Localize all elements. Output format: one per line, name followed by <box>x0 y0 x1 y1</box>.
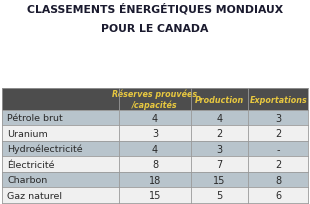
Text: Réserves prouvées
/capacités: Réserves prouvées /capacités <box>113 89 197 110</box>
Text: Uranium: Uranium <box>7 129 48 138</box>
Bar <box>2 126 308 141</box>
Bar <box>2 141 308 157</box>
Text: -: - <box>277 144 280 154</box>
Text: 4: 4 <box>152 144 158 154</box>
Text: 15: 15 <box>213 175 225 185</box>
Bar <box>2 157 308 172</box>
Text: 18: 18 <box>149 175 161 185</box>
Bar <box>2 187 308 203</box>
Text: 2: 2 <box>216 129 223 139</box>
Text: 8: 8 <box>152 159 158 169</box>
Text: 3: 3 <box>216 144 222 154</box>
Text: Gaz naturel: Gaz naturel <box>7 191 62 200</box>
Text: 6: 6 <box>275 190 281 200</box>
Bar <box>2 110 308 126</box>
Text: Production: Production <box>195 95 244 104</box>
Text: 3: 3 <box>275 113 281 123</box>
Text: 7: 7 <box>216 159 223 169</box>
Bar <box>2 89 308 110</box>
Text: 2: 2 <box>275 129 281 139</box>
Text: 15: 15 <box>149 190 161 200</box>
Text: 3: 3 <box>152 129 158 139</box>
Text: 2: 2 <box>275 159 281 169</box>
Text: 5: 5 <box>216 190 223 200</box>
Text: Électricité: Électricité <box>7 160 55 169</box>
Text: 8: 8 <box>275 175 281 185</box>
Text: POUR LE CANADA: POUR LE CANADA <box>101 23 209 33</box>
Text: 4: 4 <box>152 113 158 123</box>
Bar <box>2 172 308 187</box>
Text: Charbon: Charbon <box>7 175 47 184</box>
Text: Exportations: Exportations <box>249 95 307 104</box>
Text: Hydroélectricité: Hydroélectricité <box>7 144 83 154</box>
Text: 4: 4 <box>216 113 222 123</box>
Text: Pétrole brut: Pétrole brut <box>7 114 63 123</box>
Text: CLASSEMENTS ÉNERGÉTIQUES MONDIAUX: CLASSEMENTS ÉNERGÉTIQUES MONDIAUX <box>27 3 283 14</box>
